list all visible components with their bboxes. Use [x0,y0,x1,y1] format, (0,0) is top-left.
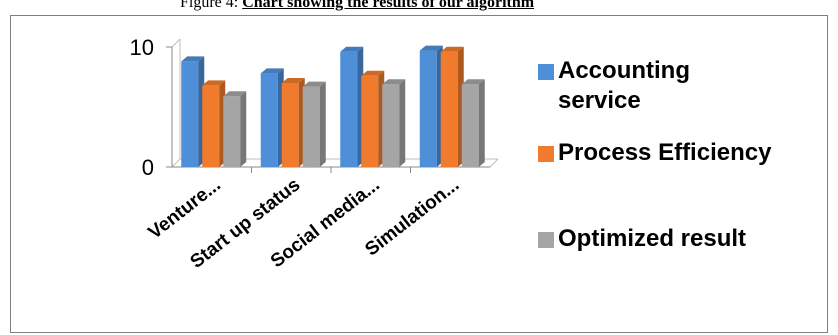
bar [302,81,326,167]
bar-front [223,96,241,167]
bar-top [302,81,326,87]
bar-top [361,70,385,76]
bar-top [202,80,226,86]
chart-bars [181,45,485,167]
bar [281,78,305,167]
bar-top [440,46,464,52]
x-category-label: Venture... [144,174,224,243]
bar-side [399,79,406,167]
chart-legend: Accounting service Process Efficiency Optim… [538,57,772,252]
y-tick-label: 10 [130,35,154,60]
bar-top [461,79,485,85]
bar [260,68,284,167]
legend-item: Optimized result [538,225,746,252]
legend-swatch [538,64,554,80]
bar-front [361,75,379,167]
legend-swatch [538,146,554,162]
bar-side [240,91,247,167]
floor-edge-left [171,158,181,168]
bar-side [319,81,326,167]
bar-top [260,68,284,74]
bar [361,70,385,167]
bar-front [302,86,320,167]
figure-caption: Figure 4: Chart showing the results of o… [180,0,700,12]
bar-front [181,61,199,167]
bar-front [340,51,358,167]
bar [181,56,205,167]
bar [461,79,485,167]
legend-item: Accounting service [538,57,690,114]
bar [223,91,247,167]
bar [340,46,364,167]
legend-label: Accounting service [558,57,690,114]
bar-front [202,85,220,167]
bar-side [478,79,485,167]
bar-top [181,56,205,62]
legend-label: Optimized result [558,225,746,252]
bar-top [419,45,443,51]
bar [202,80,226,167]
legend-item: Process Efficiency [538,139,772,166]
bar [419,45,443,167]
bar-front [382,84,400,167]
y-tick-label: 0 [142,155,154,180]
bar-top [281,78,305,83]
bar-front [419,50,437,167]
legend-label: Process Efficiency [558,139,772,166]
floor-edge-right [489,158,499,168]
bar-top [340,46,364,52]
bar-top [382,79,406,85]
bar-front [461,84,479,167]
bar [440,46,464,167]
bar-front [281,83,299,167]
bar [382,79,406,167]
chart-frame [10,15,828,333]
bar-top [223,91,247,97]
bar-front [440,51,458,167]
bar-front [260,73,278,167]
caption-title: Chart showing the results of our algorit… [242,0,535,11]
top-edge-left [171,38,181,48]
caption-prefix: Figure 4: [180,0,243,11]
legend-swatch [538,232,554,248]
